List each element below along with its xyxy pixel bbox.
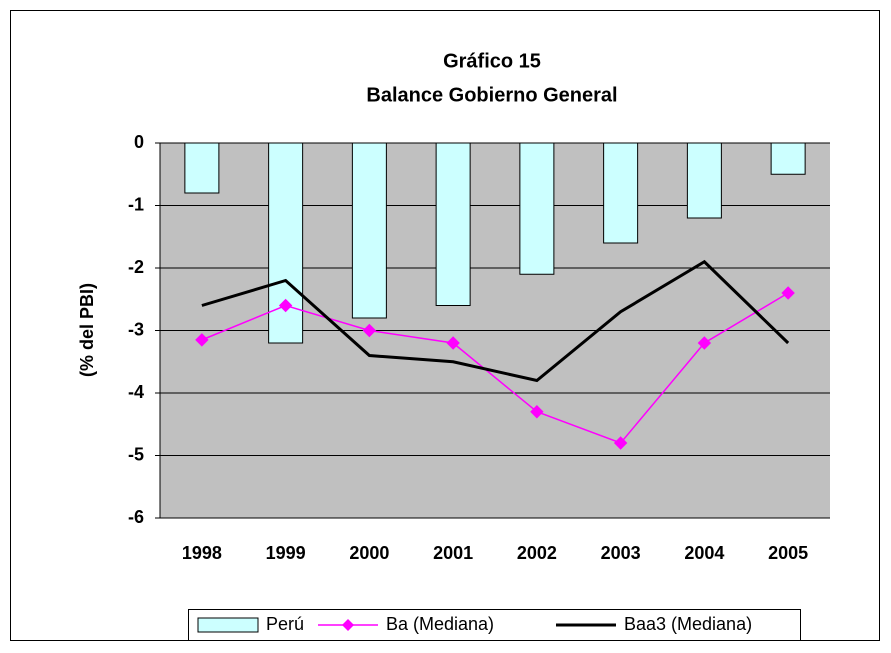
line <box>201 259 790 383</box>
x-tick-label: 2004 <box>684 543 724 563</box>
x-tick-label: 2002 <box>517 543 557 563</box>
legend-label: Ba (Mediana) <box>386 614 494 634</box>
x-tick-label: 2003 <box>601 543 641 563</box>
legend-label: Perú <box>266 614 304 634</box>
line <box>201 292 789 444</box>
bar <box>184 142 220 194</box>
y-tick-label: -6 <box>128 507 144 527</box>
marker <box>697 336 712 350</box>
x-tick-label: 2005 <box>768 543 808 563</box>
x-tick-label: 1999 <box>266 543 306 563</box>
bar <box>770 142 806 175</box>
bar <box>686 142 722 219</box>
legend-swatch <box>197 617 259 633</box>
bar <box>268 142 304 344</box>
x-tick-label: 2001 <box>433 543 473 563</box>
y-axis-label: (% del PBI) <box>77 283 97 377</box>
marker <box>781 286 795 300</box>
marker <box>613 436 628 450</box>
y-tick-label: -5 <box>128 444 144 464</box>
bar <box>603 142 639 244</box>
x-tick-label: 2000 <box>349 543 389 563</box>
bar <box>435 142 471 306</box>
marker <box>278 298 293 313</box>
x-tick-label: 1998 <box>182 543 222 563</box>
legend-marker <box>342 619 354 631</box>
marker <box>446 336 460 350</box>
chart-title: Gráfico 15 <box>443 50 541 72</box>
legend-box <box>188 609 801 641</box>
y-tick-label: 0 <box>134 132 144 152</box>
bar <box>519 142 555 275</box>
chart-subtitle: Balance Gobierno General <box>366 84 617 106</box>
bar <box>351 142 387 319</box>
y-tick-label: -4 <box>128 382 144 402</box>
y-tick-label: -3 <box>128 319 144 339</box>
marker <box>530 405 544 419</box>
legend-label: Baa3 (Mediana) <box>624 614 752 634</box>
y-tick-label: -1 <box>128 194 144 214</box>
marker <box>362 323 377 338</box>
y-tick-label: -2 <box>128 257 144 277</box>
marker <box>195 333 209 347</box>
